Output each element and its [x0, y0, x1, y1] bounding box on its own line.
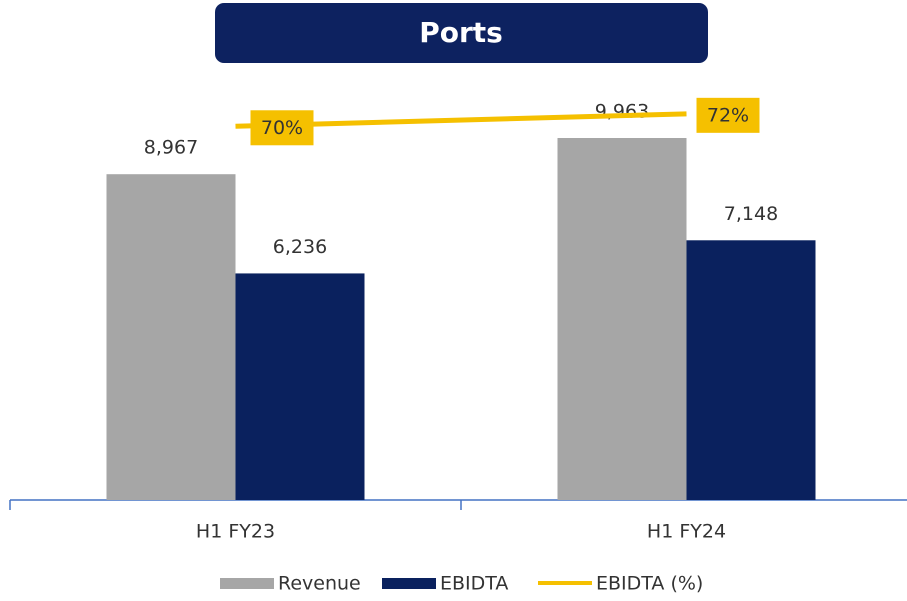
data-label: 7,148 [724, 203, 778, 225]
legend-swatch [382, 578, 436, 589]
bar [235, 273, 365, 500]
legend-label: Revenue [278, 573, 361, 595]
data-label: 9,963 [595, 101, 649, 123]
x-tick-label: H1 FY24 [647, 521, 726, 543]
bar [106, 174, 236, 500]
data-label-box [696, 97, 760, 133]
legend-swatch [220, 578, 274, 589]
bar [557, 138, 687, 501]
x-tick-label: H1 FY23 [196, 521, 275, 543]
data-label-box [250, 110, 314, 146]
data-label: 8,967 [144, 137, 198, 159]
chart-title: Ports [419, 16, 503, 49]
data-label: 72% [707, 104, 749, 126]
title-box [215, 3, 708, 63]
bar [686, 240, 816, 500]
legend-label: EBIDTA (%) [596, 573, 703, 595]
data-label: 70% [261, 117, 303, 139]
legend-label: EBIDTA [440, 573, 508, 595]
data-label: 6,236 [273, 236, 327, 258]
